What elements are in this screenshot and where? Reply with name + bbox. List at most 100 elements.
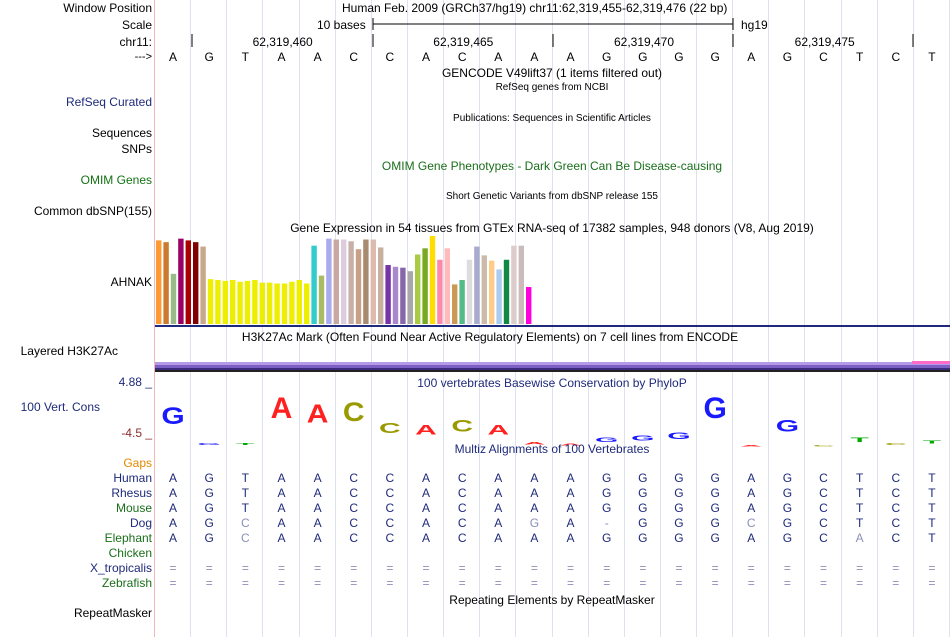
- gtex-tissue-bar[interactable]: [178, 238, 184, 324]
- conservation-track-title[interactable]: 100 vertebrates Basewise Conservation by…: [417, 376, 687, 390]
- gtex-tissue-bar[interactable]: [474, 246, 480, 324]
- gtex-bar-chart[interactable]: [155, 234, 950, 330]
- snps-label[interactable]: SNPs: [121, 142, 152, 156]
- alignment-base: C: [891, 531, 901, 545]
- gtex-tissue-bar[interactable]: [185, 240, 191, 324]
- gtex-tissue-bar[interactable]: [444, 248, 450, 324]
- gtex-tissue-bar[interactable]: [289, 281, 295, 324]
- repeatmasker-label[interactable]: RepeatMasker: [73, 606, 152, 620]
- gtex-tissue-bar[interactable]: [385, 265, 391, 324]
- gtex-tissue-bar[interactable]: [489, 260, 495, 324]
- gtex-tissue-bar[interactable]: [355, 249, 362, 324]
- gtex-tissue-bar[interactable]: [267, 282, 273, 324]
- omim-track-title[interactable]: OMIM Gene Phenotypes - Dark Green Can Be…: [381, 159, 723, 173]
- gtex-tissue-bar[interactable]: [252, 280, 258, 324]
- gtex-tissue-bar[interactable]: [259, 282, 265, 324]
- gtex-tissue-bar[interactable]: [370, 239, 376, 324]
- vert-cons-label[interactable]: 100 Vert. Cons: [20, 400, 100, 414]
- gtex-tissue-bar[interactable]: [422, 248, 428, 324]
- gtex-tissue-bar[interactable]: [274, 283, 280, 324]
- h3k27ac-track-title[interactable]: H3K27Ac Mark (Often Found Near Active Re…: [241, 330, 739, 344]
- gtex-tissue-bar[interactable]: [511, 245, 517, 324]
- alignment-base: G: [782, 486, 793, 500]
- sequences-label[interactable]: Sequences: [91, 126, 152, 140]
- alignment-base: G: [782, 531, 793, 545]
- gtex-tissue-bar[interactable]: [378, 247, 384, 324]
- gtex-tissue-bar[interactable]: [459, 280, 465, 324]
- gtex-tissue-bar[interactable]: [407, 271, 413, 324]
- species-label[interactable]: Elephant: [104, 531, 152, 545]
- gtex-tissue-bar[interactable]: [481, 255, 487, 324]
- alignment-base: C: [891, 471, 901, 485]
- gtex-tissue-bar[interactable]: [304, 283, 310, 324]
- gencode-track-title[interactable]: GENCODE V49lift37 (1 items filtered out): [441, 66, 663, 80]
- alignment-base: A: [313, 471, 322, 485]
- refseq-curated-label[interactable]: RefSeq Curated: [65, 95, 152, 109]
- gtex-tissue-bar[interactable]: [400, 267, 406, 324]
- species-label[interactable]: Zebrafish: [101, 576, 152, 590]
- genome-browser-image[interactable]: Human Feb. 2009 (GRCh37/hg19) chr11:62,3…: [155, 0, 950, 637]
- gtex-tissue-bar[interactable]: [392, 266, 399, 324]
- reference-base: A: [566, 50, 575, 64]
- gtex-tissue-bar[interactable]: [222, 280, 228, 324]
- multiz-track-title[interactable]: Multiz Alignments of 100 Vertebrates: [454, 442, 650, 456]
- reference-base: G: [204, 50, 214, 64]
- gtex-tissue-bar[interactable]: [207, 279, 214, 324]
- publications-track-title[interactable]: Publications: Sequences in Scientific Ar…: [453, 113, 651, 124]
- gtex-tissue-bar[interactable]: [326, 238, 332, 324]
- species-label[interactable]: Rhesus: [111, 486, 152, 500]
- gtex-tissue-bar[interactable]: [311, 245, 317, 324]
- gtex-tissue-bar[interactable]: [244, 280, 251, 324]
- cons-max-value: 4.88 _: [118, 375, 152, 389]
- gtex-tissue-bar[interactable]: [415, 254, 421, 324]
- gtex-tissue-bar[interactable]: [296, 280, 302, 324]
- ahnak-gtex-label[interactable]: AHNAK: [110, 275, 152, 289]
- gtex-tissue-bar[interactable]: [215, 280, 221, 324]
- gtex-tissue-bar[interactable]: [281, 283, 288, 324]
- species-label[interactable]: Chicken: [108, 546, 152, 560]
- species-label[interactable]: Mouse: [115, 501, 152, 515]
- gtex-tissue-bar[interactable]: [452, 284, 458, 324]
- alignment-base: G: [782, 516, 793, 530]
- gtex-tissue-bar[interactable]: [348, 241, 354, 324]
- gtex-tissue-bar[interactable]: [496, 269, 502, 324]
- refseq-track-title[interactable]: RefSeq genes from NCBI: [495, 82, 609, 93]
- gtex-tissue-bar[interactable]: [333, 239, 339, 324]
- gtex-tissue-bar[interactable]: [466, 259, 473, 324]
- alignment-base: T: [855, 486, 864, 500]
- gtex-tissue-bar[interactable]: [437, 259, 443, 324]
- gtex-tissue-bar[interactable]: [363, 239, 369, 324]
- gtex-tissue-bar[interactable]: [230, 280, 236, 324]
- gtex-tissue-bar[interactable]: [200, 246, 206, 324]
- omim-genes-label[interactable]: OMIM Genes: [80, 173, 152, 187]
- gtex-tissue-bar[interactable]: [170, 273, 177, 324]
- gtex-track-title[interactable]: Gene Expression in 54 tissues from GTEx …: [290, 221, 814, 235]
- gtex-tissue-bar[interactable]: [503, 259, 510, 324]
- gtex-tissue-bar[interactable]: [318, 275, 325, 324]
- gtex-tissue-bar[interactable]: [156, 240, 162, 324]
- alignment-base: A: [169, 501, 178, 515]
- gtex-tissue-bar[interactable]: [429, 236, 436, 324]
- gtex-tissue-bar[interactable]: [237, 281, 243, 324]
- gtex-tissue-bar[interactable]: [163, 242, 169, 324]
- reference-base: C: [457, 50, 467, 64]
- species-label[interactable]: Dog: [129, 516, 152, 530]
- species-label[interactable]: X_tropicalis: [89, 561, 152, 575]
- species-label[interactable]: Human: [113, 471, 152, 485]
- alignment-base: =: [241, 576, 249, 590]
- gtex-tissue-bar[interactable]: [526, 287, 532, 324]
- gtex-tissue-bar[interactable]: [518, 245, 524, 324]
- reference-base: G: [710, 50, 720, 64]
- gtex-tissue-bar[interactable]: [341, 239, 347, 324]
- grid-line: [732, 0, 734, 637]
- alignment-base: =: [314, 576, 322, 590]
- repeatmasker-track-title[interactable]: Repeating Elements by RepeatMasker: [449, 593, 655, 607]
- common-dbsnp-label[interactable]: Common dbSNP(155): [33, 204, 152, 218]
- alignment-base: C: [349, 531, 359, 545]
- layered-h3k27ac-label[interactable]: Layered H3K27Ac: [20, 344, 118, 358]
- alignment-base: G: [782, 501, 793, 515]
- h3k27ac-signal[interactable]: [155, 360, 950, 376]
- gtex-tissue-bar[interactable]: [193, 242, 199, 324]
- dbsnp-track-title[interactable]: Short Genetic Variants from dbSNP releas…: [446, 191, 658, 202]
